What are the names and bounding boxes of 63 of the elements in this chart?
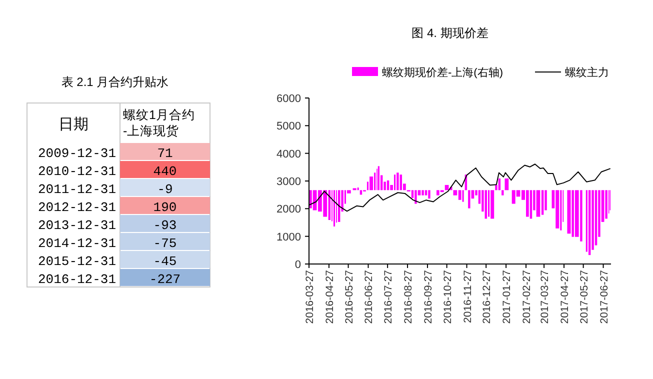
data-label: -227 <box>149 272 181 287</box>
data-label: -9 <box>157 182 173 197</box>
y-tick-label: 2016-12-31 <box>38 272 116 287</box>
y-tick-label: 2013-12-31 <box>38 218 116 233</box>
bar <box>428 190 430 199</box>
data-label: -75 <box>153 236 177 251</box>
x-tick-label: 2016-07-27 <box>382 270 395 324</box>
y-tick-label: 5000 <box>276 120 301 133</box>
chart-title: 表 2.1 月合约升贴水 <box>61 75 169 89</box>
y-tick-label: 2015-12-31 <box>38 254 116 269</box>
bar <box>605 190 608 219</box>
bar <box>468 190 470 208</box>
bar <box>422 190 424 196</box>
y-tick-label: 3000 <box>276 176 301 188</box>
bar <box>400 174 402 190</box>
y-tick-label: 6000 <box>276 93 301 105</box>
x-tick-label: 2016-08-27 <box>402 270 415 324</box>
legend-label: 螺纹主力 <box>565 66 609 79</box>
y-tick-label: 1000 <box>276 231 301 244</box>
bar <box>484 190 488 219</box>
data-label: 71 <box>157 146 173 161</box>
y-tick-label: 0 <box>294 259 301 271</box>
y-tick-label: 2012-12-31 <box>38 200 116 215</box>
data-label: 440 <box>153 164 177 179</box>
x-tick-label: 2017-04-27 <box>558 270 571 324</box>
data-label: 190 <box>153 200 177 215</box>
bar <box>556 190 560 228</box>
y-tick-label: 4000 <box>276 148 301 160</box>
y-tick-label: 2014-12-31 <box>38 236 116 251</box>
data-label: -93 <box>153 218 177 233</box>
bar <box>567 190 571 234</box>
legend-label: 螺纹期现价差-上海(右轴) <box>382 66 503 79</box>
bar <box>414 190 417 204</box>
x-tick-label: 2016-12-27 <box>481 270 494 324</box>
x-tick-label: 2017-02-27 <box>521 270 533 324</box>
y-tick-label: 2010-12-31 <box>38 164 116 179</box>
x-tick-label: 2017-06-27 <box>598 270 610 324</box>
x-tick-label: 2016-04-27 <box>324 270 336 324</box>
bar <box>360 190 362 195</box>
y-tick-label: 2011-12-31 <box>38 182 116 197</box>
x-tick-label: 2016-05-27 <box>343 270 356 324</box>
bar <box>490 190 494 219</box>
x-tick-label: 2017-03-27 <box>539 270 552 324</box>
x-tick-label: 2017-05-27 <box>578 270 590 324</box>
bar <box>588 190 591 256</box>
x-tick-label: 螺纹1月合约-上海现货 <box>123 108 195 138</box>
x-tick-label: 2016-10-27 <box>442 270 454 324</box>
bar <box>502 190 504 196</box>
bar <box>370 176 374 190</box>
x-tick-label: 2016-03-27 <box>304 270 316 324</box>
y-axis-title: 日期 <box>58 116 88 133</box>
y-tick-label: 2000 <box>276 204 301 216</box>
x-tick-label: 2017-01-27 <box>501 270 514 324</box>
x-tick-label: 2016-11-27 <box>462 270 474 323</box>
x-tick-label: 2016-06-27 <box>363 270 376 324</box>
y-tick-label: 2009-12-31 <box>38 146 116 161</box>
bar <box>536 190 540 217</box>
x-tick-label: 2016-09-27 <box>422 270 434 324</box>
bar <box>396 172 399 190</box>
chart-title: 图 4. 期现价差 <box>412 26 488 40</box>
data-label: -45 <box>153 254 177 269</box>
bar <box>424 190 428 196</box>
bar <box>530 190 532 219</box>
